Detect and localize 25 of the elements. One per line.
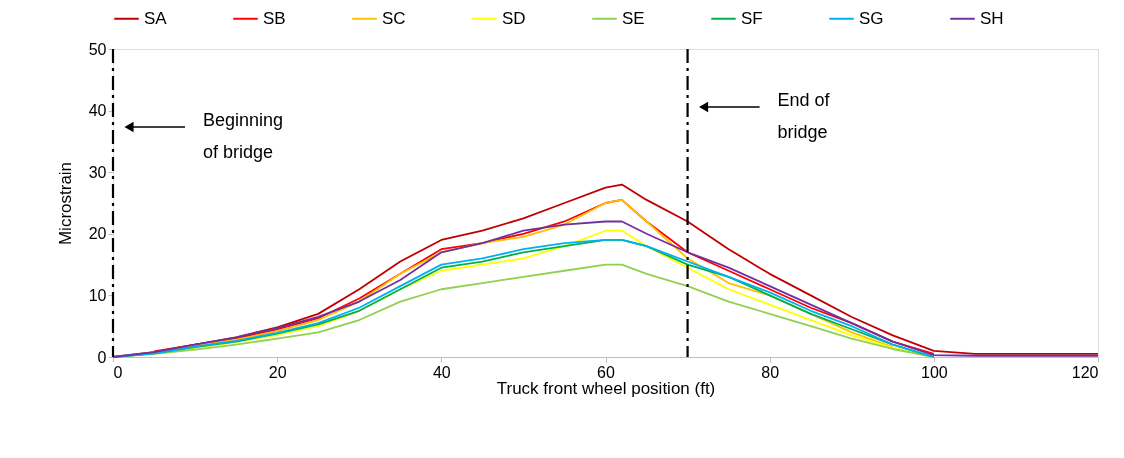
legend-label: SD bbox=[502, 8, 526, 28]
x-tick-label: 60 bbox=[597, 363, 615, 381]
x-tick-label: 100 bbox=[920, 363, 948, 381]
annotation: Beginning of bridge bbox=[203, 110, 284, 162]
y-tick-label: 10 bbox=[88, 286, 107, 304]
legend-label: SC bbox=[382, 8, 406, 28]
y-tick-label: 40 bbox=[88, 102, 107, 120]
x-tick-label: 40 bbox=[432, 363, 451, 381]
annotation: End of bridge bbox=[777, 90, 831, 142]
y-axis-title: Microstrain bbox=[55, 161, 75, 246]
x-tick-label: 20 bbox=[268, 363, 287, 381]
y-tick-label: 0 bbox=[97, 348, 107, 366]
x-tick-label: 120 bbox=[1071, 363, 1099, 381]
x-tick-label: 0 bbox=[113, 363, 123, 381]
y-tick-label: 30 bbox=[88, 163, 107, 181]
x-tick-label: 80 bbox=[761, 363, 780, 381]
y-tick-label: 20 bbox=[88, 225, 107, 243]
legend-label: SH bbox=[980, 8, 1004, 28]
y-tick-label: 50 bbox=[88, 40, 107, 58]
legend-label: SG bbox=[859, 8, 884, 28]
legend-label: SF bbox=[741, 8, 763, 28]
legend-label: SA bbox=[144, 8, 168, 28]
legend-label: SE bbox=[622, 8, 645, 28]
legend-label: SB bbox=[263, 8, 286, 28]
x-axis-title: Truck front wheel position (ft) bbox=[496, 378, 716, 398]
